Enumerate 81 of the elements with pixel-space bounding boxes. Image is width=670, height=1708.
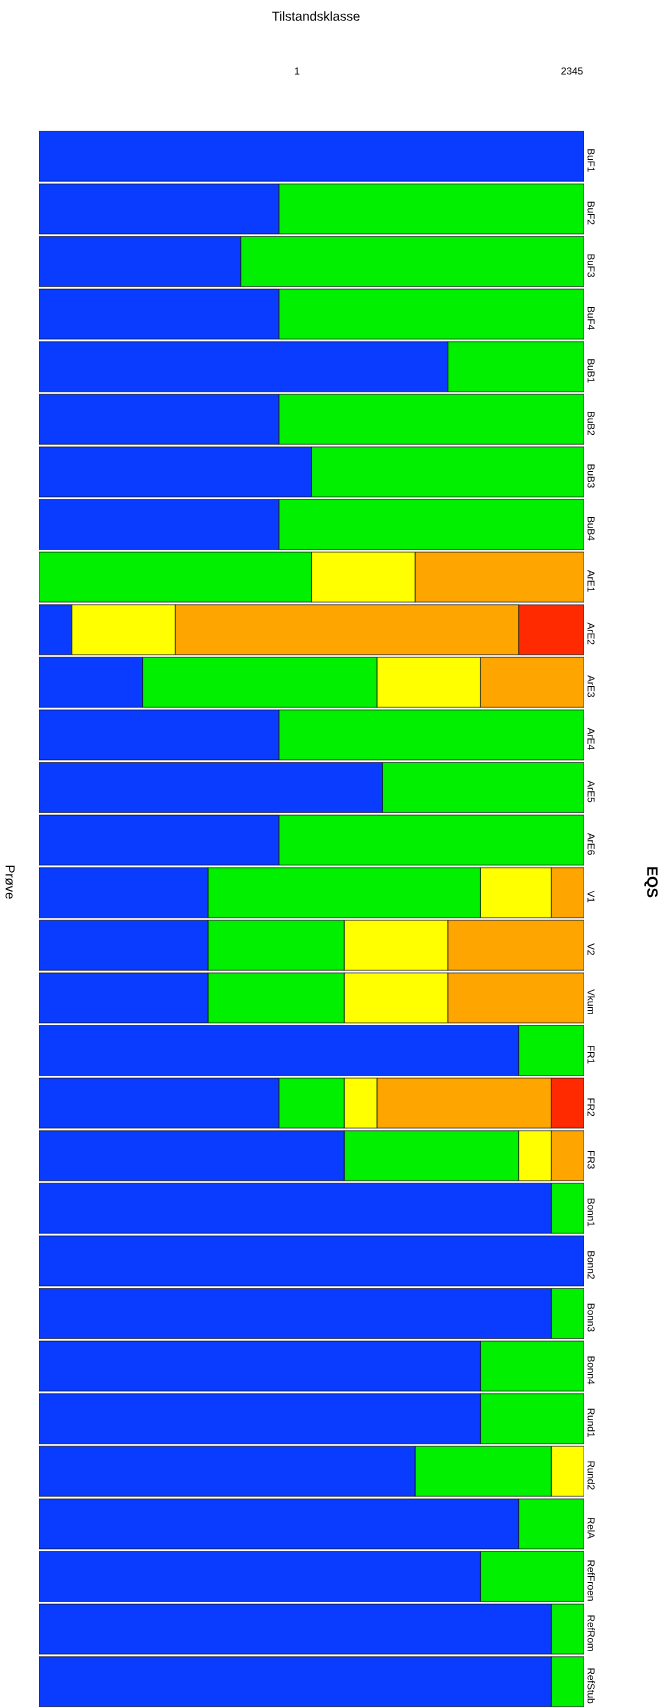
bar <box>447 341 584 392</box>
bar <box>480 657 584 708</box>
text: Tilstandsklasse <box>272 11 360 21</box>
bar <box>518 1025 584 1076</box>
bar <box>376 1077 552 1129</box>
bar <box>207 972 345 1024</box>
y-tick-label: ArE2 <box>587 622 595 645</box>
bar <box>343 920 449 971</box>
y-tick-label: Bonn2 <box>587 1251 595 1279</box>
y-tick-label: FR1 <box>587 1045 595 1064</box>
bar <box>447 920 584 971</box>
y-tick-label: V1 <box>587 890 595 903</box>
bar <box>174 604 519 656</box>
bar <box>480 867 552 919</box>
bar <box>382 762 584 813</box>
bar <box>414 1446 552 1497</box>
bar <box>278 709 584 760</box>
bar <box>551 1077 584 1129</box>
bar <box>278 815 584 866</box>
y-tick-label: BuB1 <box>587 359 595 383</box>
bar <box>142 657 378 708</box>
y-tick-label: V2 <box>587 943 595 955</box>
y-tick-label: ArE1 <box>587 570 595 592</box>
bar <box>278 289 584 340</box>
bar <box>415 552 584 603</box>
y-tick-label: Rund2 <box>587 1461 595 1490</box>
y-tick-label: Bonn3 <box>587 1303 595 1332</box>
bar <box>518 604 584 655</box>
bar <box>551 867 584 918</box>
y-tick-label: BuF1 <box>587 149 595 172</box>
y-tick-label: BuB3 <box>587 464 595 488</box>
y-tick-label: ArE5 <box>587 780 595 803</box>
bar <box>551 1656 584 1707</box>
text: 1 <box>294 67 300 75</box>
bar <box>311 446 584 497</box>
y-tick-label: ArE4 <box>587 727 595 750</box>
y-tick-label: ArE6 <box>587 833 595 855</box>
bar <box>278 183 584 234</box>
bar <box>480 1393 584 1444</box>
bar <box>480 1340 584 1392</box>
bar <box>278 1077 345 1129</box>
y-tick-label: FR3 <box>587 1151 595 1169</box>
y-tick-label: BuB2 <box>587 411 595 436</box>
y-tick-label: Bonn4 <box>587 1356 595 1385</box>
y-tick-label: RefStub <box>587 1668 595 1704</box>
y-tick-label: BuF4 <box>587 306 595 330</box>
bar <box>518 1498 584 1550</box>
y-tick-label: ArE3 <box>587 675 595 697</box>
y-tick-label: BuF3 <box>587 254 595 278</box>
bar <box>39 551 312 603</box>
bar <box>551 1603 584 1655</box>
bar <box>551 1446 584 1497</box>
bar <box>71 604 176 656</box>
bar <box>278 394 584 445</box>
y-tick-label: Vkum <box>587 989 595 1015</box>
y-axis-title: Prøve <box>5 865 15 899</box>
bar <box>376 657 481 708</box>
bar <box>551 1183 584 1234</box>
y-tick-label: BuF2 <box>587 201 595 225</box>
text: EQS <box>644 867 658 898</box>
bar <box>551 1130 584 1182</box>
y-tick-label: Rund1 <box>587 1408 595 1437</box>
bar <box>447 972 584 1023</box>
y-tick-label: Bonn1 <box>587 1198 595 1227</box>
bar <box>551 1288 584 1339</box>
bar <box>480 1551 584 1602</box>
bar <box>207 920 345 971</box>
y-tick-label: RefFroen <box>587 1560 595 1601</box>
bar <box>343 1130 519 1182</box>
bar <box>343 1077 378 1129</box>
bar <box>278 499 584 550</box>
bar <box>311 551 416 603</box>
bar <box>343 972 449 1024</box>
y-tick-label: RelA <box>587 1517 595 1539</box>
y-tick-label: BuB4 <box>587 517 595 541</box>
bar <box>207 867 481 919</box>
text: 2345 <box>561 67 583 75</box>
y-tick-label: FR2 <box>587 1098 595 1117</box>
bar <box>518 1130 552 1182</box>
bar <box>240 236 584 287</box>
y-tick-label: RefRom <box>587 1615 595 1651</box>
